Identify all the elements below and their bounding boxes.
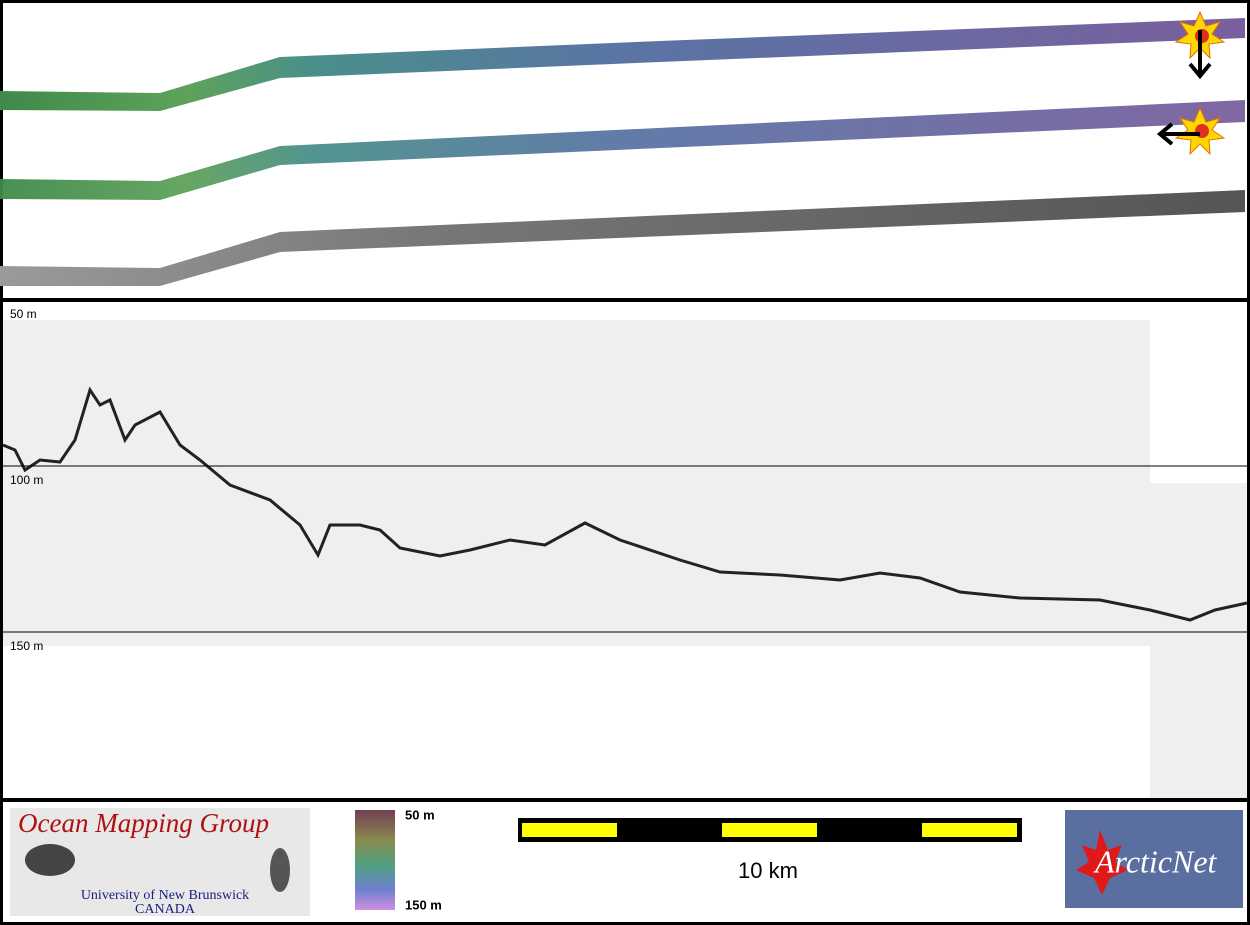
omg-country: CANADA [135,902,196,917]
bathymetry-swath [0,100,1245,200]
logo-graphic [270,848,290,892]
sun-marker [1156,106,1226,156]
arcticnet-title: ArcticNet [1093,843,1218,879]
scale-segment [922,823,1017,837]
colorbar-label: 50 m [405,807,435,822]
scale-segment [522,823,617,837]
seafloor-profile [2,386,1248,622]
colorbar [355,810,395,910]
bathymetry-swath [0,18,1245,111]
depth-label: 100 m [10,473,43,487]
depth-label: 150 m [10,639,43,653]
depth-label: 50 m [10,307,37,321]
echogram [3,320,1150,646]
scale-label: 10 km [738,858,798,883]
omg-title: Ocean Mapping Group [18,808,269,838]
maple-leaf [1076,830,1128,895]
scale-segment [722,823,817,837]
backscatter-swath [0,190,1245,286]
colorbar-label: 150 m [405,897,442,912]
echogram [1150,483,1247,798]
logo-graphic [25,844,75,876]
sun-marker [1174,10,1226,80]
omg-university: University of New Brunswick [81,888,249,903]
